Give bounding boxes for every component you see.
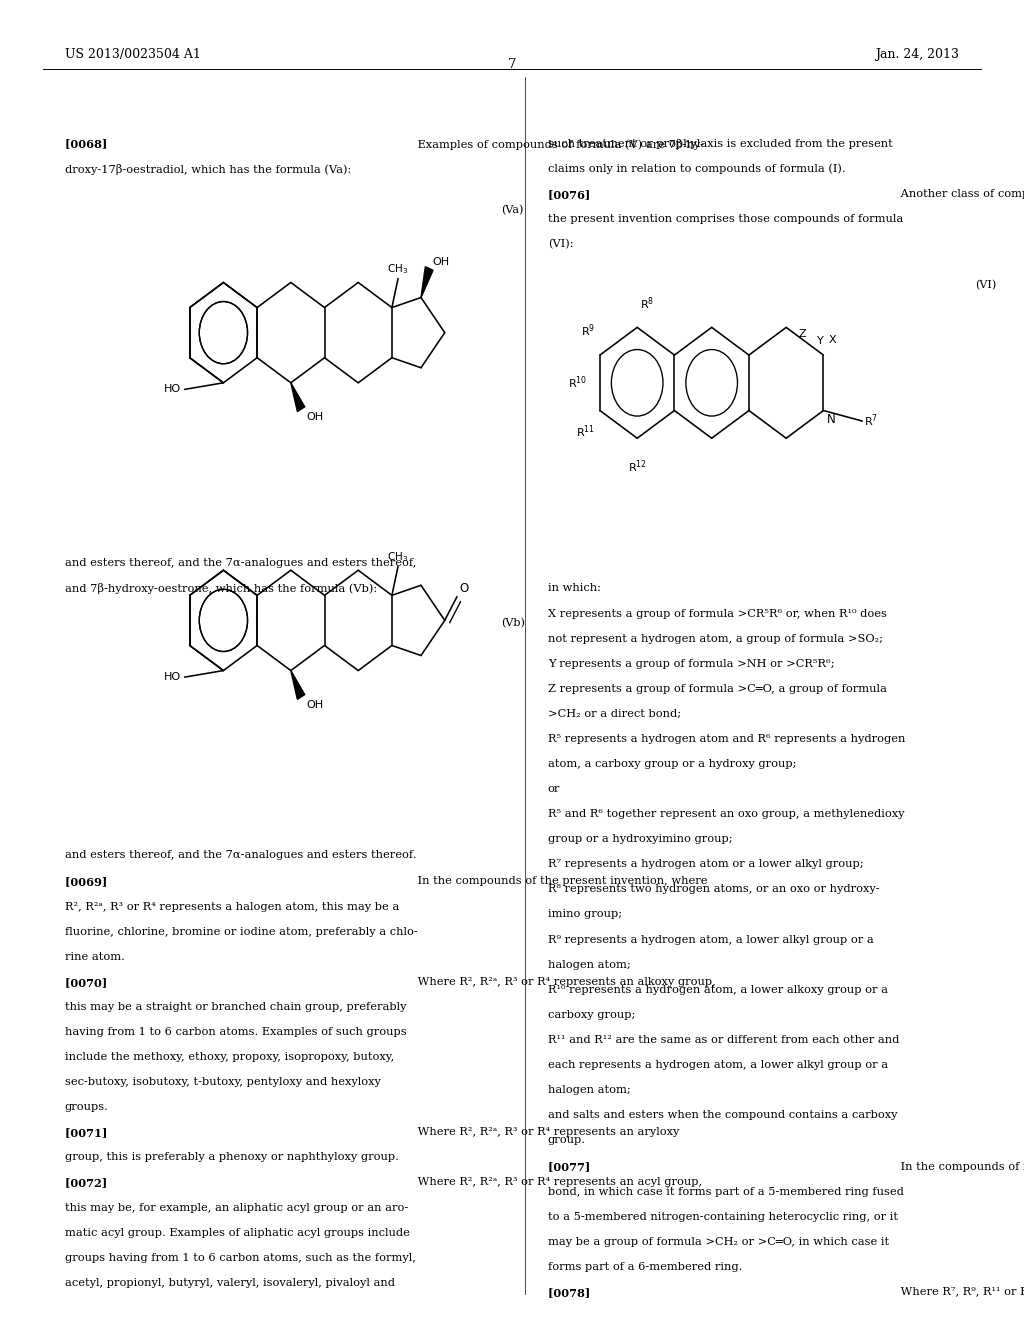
Text: Examples of compounds of formula (V) are 7β-hy-: Examples of compounds of formula (V) are… — [414, 139, 703, 149]
Text: [0071]: [0071] — [65, 1127, 115, 1138]
Text: Where R², R²ᵃ, R³ or R⁴ represents an alkoxy group,: Where R², R²ᵃ, R³ or R⁴ represents an al… — [414, 977, 716, 987]
Polygon shape — [421, 267, 433, 297]
Text: Jan. 24, 2013: Jan. 24, 2013 — [876, 48, 959, 61]
Text: X represents a group of formula >CR⁵R⁶ or, when R¹⁰ does: X represents a group of formula >CR⁵R⁶ o… — [548, 609, 887, 619]
Text: carboxy group;: carboxy group; — [548, 1010, 635, 1020]
Text: [0069]: [0069] — [65, 876, 115, 887]
Text: (VI):: (VI): — [548, 239, 573, 249]
Text: [0077]: [0077] — [548, 1162, 598, 1172]
Text: (Vb): (Vb) — [501, 618, 524, 628]
Text: this may be, for example, an aliphatic acyl group or an aro-: this may be, for example, an aliphatic a… — [65, 1203, 408, 1213]
Polygon shape — [291, 671, 305, 700]
Text: Z: Z — [799, 329, 806, 339]
Text: forms part of a 6-membered ring.: forms part of a 6-membered ring. — [548, 1262, 742, 1272]
Text: groups having from 1 to 6 carbon atoms, such as the formyl,: groups having from 1 to 6 carbon atoms, … — [65, 1253, 416, 1263]
Text: sec-butoxy, isobutoxy, t-butoxy, pentyloxy and hexyloxy: sec-butoxy, isobutoxy, t-butoxy, pentylo… — [65, 1077, 380, 1088]
Text: claims only in relation to compounds of formula (I).: claims only in relation to compounds of … — [548, 164, 846, 174]
Text: such treatment or prophylaxis is excluded from the present: such treatment or prophylaxis is exclude… — [548, 139, 893, 149]
Text: atom, a carboxy group or a hydroxy group;: atom, a carboxy group or a hydroxy group… — [548, 759, 797, 770]
Text: or: or — [548, 784, 560, 795]
Text: R⁸ represents two hydrogen atoms, or an oxo or hydroxy-: R⁸ represents two hydrogen atoms, or an … — [548, 884, 880, 895]
Text: group or a hydroxyimino group;: group or a hydroxyimino group; — [548, 834, 732, 845]
Text: and 7β-hydroxy-oestrone, which has the formula (Vb):: and 7β-hydroxy-oestrone, which has the f… — [65, 583, 377, 594]
Text: halogen atom;: halogen atom; — [548, 960, 631, 970]
Text: bond, in which case it forms part of a 5-membered ring fused: bond, in which case it forms part of a 5… — [548, 1187, 904, 1197]
Text: HO: HO — [164, 672, 181, 682]
Text: R$^{12}$: R$^{12}$ — [628, 458, 646, 475]
Text: group.: group. — [548, 1135, 586, 1146]
Text: fluorine, chlorine, bromine or iodine atom, preferably a chlo-: fluorine, chlorine, bromine or iodine at… — [65, 927, 417, 937]
Text: [0070]: [0070] — [65, 977, 115, 987]
Text: to a 5-membered nitrogen-containing heterocyclic ring, or it: to a 5-membered nitrogen-containing hete… — [548, 1212, 898, 1222]
Text: rine atom.: rine atom. — [65, 952, 124, 962]
Text: R⁵ and R⁶ together represent an oxo group, a methylenedioxy: R⁵ and R⁶ together represent an oxo grou… — [548, 809, 904, 820]
Text: imino group;: imino group; — [548, 909, 622, 920]
Text: O: O — [459, 582, 468, 595]
Text: R$^{10}$: R$^{10}$ — [568, 375, 588, 391]
Text: R⁵ represents a hydrogen atom and R⁶ represents a hydrogen: R⁵ represents a hydrogen atom and R⁶ rep… — [548, 734, 905, 744]
Text: in which:: in which: — [548, 583, 601, 594]
Text: (VI): (VI) — [975, 280, 996, 290]
Text: N: N — [826, 413, 836, 426]
Polygon shape — [291, 383, 305, 412]
Text: may be a group of formula >CH₂ or >C═O, in which case it: may be a group of formula >CH₂ or >C═O, … — [548, 1237, 889, 1247]
Text: 7: 7 — [508, 58, 516, 71]
Text: this may be a straight or branched chain group, preferably: this may be a straight or branched chain… — [65, 1002, 406, 1012]
Text: groups.: groups. — [65, 1102, 109, 1113]
Text: R¹⁰ represents a hydrogen atom, a lower alkoxy group or a: R¹⁰ represents a hydrogen atom, a lower … — [548, 985, 888, 995]
Text: R$^9$: R$^9$ — [581, 322, 595, 339]
Text: not represent a hydrogen atom, a group of formula >SO₂;: not represent a hydrogen atom, a group o… — [548, 634, 883, 644]
Text: HO: HO — [164, 384, 181, 395]
Text: US 2013/0023504 A1: US 2013/0023504 A1 — [65, 48, 201, 61]
Text: Y: Y — [817, 337, 824, 346]
Text: [0072]: [0072] — [65, 1177, 115, 1188]
Text: each represents a hydrogen atom, a lower alkyl group or a: each represents a hydrogen atom, a lower… — [548, 1060, 888, 1071]
Text: and salts and esters when the compound contains a carboxy: and salts and esters when the compound c… — [548, 1110, 897, 1121]
Text: Where R², R²ᵃ, R³ or R⁴ represents an acyl group,: Where R², R²ᵃ, R³ or R⁴ represents an ac… — [414, 1177, 701, 1188]
Text: and esters thereof, and the 7α-analogues and esters thereof.: and esters thereof, and the 7α-analogues… — [65, 850, 416, 861]
Text: include the methoxy, ethoxy, propoxy, isopropoxy, butoxy,: include the methoxy, ethoxy, propoxy, is… — [65, 1052, 394, 1063]
Text: droxy-17β-oestradiol, which has the formula (Va):: droxy-17β-oestradiol, which has the form… — [65, 164, 351, 174]
Text: group, this is preferably a phenoxy or naphthyloxy group.: group, this is preferably a phenoxy or n… — [65, 1152, 398, 1163]
Text: [0076]: [0076] — [548, 189, 598, 199]
Text: R$^{11}$: R$^{11}$ — [575, 424, 595, 441]
Text: R⁷ represents a hydrogen atom or a lower alkyl group;: R⁷ represents a hydrogen atom or a lower… — [548, 859, 863, 870]
Text: >CH₂ or a direct bond;: >CH₂ or a direct bond; — [548, 709, 681, 719]
Text: the present invention comprises those compounds of formula: the present invention comprises those co… — [548, 214, 903, 224]
Text: (Va): (Va) — [501, 205, 523, 215]
Text: R⁹ represents a hydrogen atom, a lower alkyl group or a: R⁹ represents a hydrogen atom, a lower a… — [548, 935, 873, 945]
Text: OH: OH — [306, 700, 324, 710]
Text: R$^7$: R$^7$ — [864, 413, 879, 429]
Text: and esters thereof, and the 7α-analogues and esters thereof,: and esters thereof, and the 7α-analogues… — [65, 558, 416, 569]
Text: Where R², R²ᵃ, R³ or R⁴ represents an aryloxy: Where R², R²ᵃ, R³ or R⁴ represents an ar… — [414, 1127, 679, 1138]
Text: In the compounds of formula (VI), Z may be a direct: In the compounds of formula (VI), Z may … — [897, 1162, 1024, 1172]
Text: OH: OH — [306, 412, 324, 422]
Text: Z represents a group of formula >C═O, a group of formula: Z represents a group of formula >C═O, a … — [548, 684, 887, 694]
Text: Y represents a group of formula >NH or >CR⁵R⁶;: Y represents a group of formula >NH or >… — [548, 659, 835, 669]
Text: having from 1 to 6 carbon atoms. Examples of such groups: having from 1 to 6 carbon atoms. Example… — [65, 1027, 407, 1038]
Text: CH$_3$: CH$_3$ — [387, 550, 409, 564]
Text: Another class of compounds which may be used in: Another class of compounds which may be … — [897, 189, 1024, 199]
Text: [0068]: [0068] — [65, 139, 115, 149]
Text: CH$_3$: CH$_3$ — [387, 263, 409, 276]
Text: R¹¹ and R¹² are the same as or different from each other and: R¹¹ and R¹² are the same as or different… — [548, 1035, 899, 1045]
Text: [0078]: [0078] — [548, 1287, 598, 1298]
Text: Where R⁷, R⁹, R¹¹ or R¹² represents a lower alkyl: Where R⁷, R⁹, R¹¹ or R¹² represents a lo… — [897, 1287, 1024, 1298]
Text: matic acyl group. Examples of aliphatic acyl groups include: matic acyl group. Examples of aliphatic … — [65, 1228, 410, 1238]
Text: R$^8$: R$^8$ — [640, 294, 654, 312]
Text: X: X — [828, 334, 837, 345]
Text: R², R²ᵃ, R³ or R⁴ represents a halogen atom, this may be a: R², R²ᵃ, R³ or R⁴ represents a halogen a… — [65, 902, 398, 912]
Text: acetyl, propionyl, butyryl, valeryl, isovaleryl, pivaloyl and: acetyl, propionyl, butyryl, valeryl, iso… — [65, 1278, 394, 1288]
Text: halogen atom;: halogen atom; — [548, 1085, 631, 1096]
Text: In the compounds of the present invention, where: In the compounds of the present inventio… — [414, 876, 708, 887]
Text: OH: OH — [432, 257, 450, 267]
